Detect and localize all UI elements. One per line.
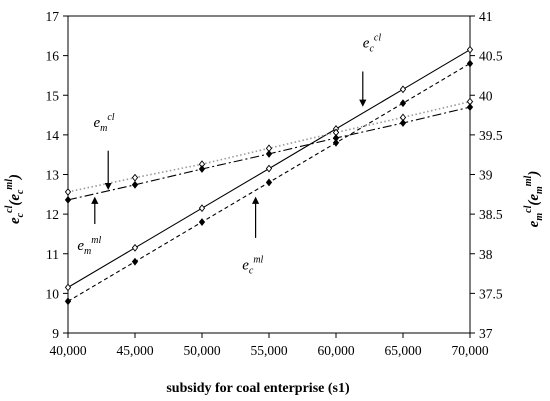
series-3-point xyxy=(64,188,72,196)
series-4-point xyxy=(332,134,340,142)
series-4-point xyxy=(399,119,407,127)
right-y-tick-label: 37.5 xyxy=(479,286,503,301)
series-2-point xyxy=(332,138,340,147)
left-y-axis-ticks: 9 10 11 12 13 14 15 16 17 xyxy=(46,9,68,341)
x-tick-label: 50,000 xyxy=(183,343,220,358)
annotation-label-1: eccl xyxy=(363,33,382,55)
right-y-tick-label: 39.5 xyxy=(479,128,503,143)
x-axis-label: subsidy for coal enterprise (s1) xyxy=(166,381,350,396)
left-y-tick-label: 11 xyxy=(46,247,59,262)
left-y-tick-label: 13 xyxy=(46,168,60,183)
series-layer xyxy=(64,45,474,306)
series-1-point xyxy=(198,204,206,213)
series-4-point xyxy=(64,195,72,204)
series-2-point xyxy=(399,99,407,108)
series-1-point xyxy=(265,164,273,173)
series-1-point xyxy=(131,243,139,252)
right-y-tick-label: 38.5 xyxy=(479,207,503,222)
x-tick-label: 65,000 xyxy=(384,343,421,358)
x-axis-ticks: 40,000 45,000 50,000 55,000 60,000 65,000 70,0… xyxy=(49,333,489,358)
series-3-point xyxy=(131,173,139,182)
series-4-point xyxy=(198,165,206,173)
right-y-tick-label: 41 xyxy=(479,9,493,24)
x-tick-label: 45,000 xyxy=(116,343,153,358)
series-2-point xyxy=(131,257,139,266)
right-y-axis-label: emcl(emml) xyxy=(523,171,545,228)
right-y-tick-label: 40.5 xyxy=(479,49,503,64)
series-4-point xyxy=(265,149,273,158)
left-y-tick-label: 10 xyxy=(46,286,60,301)
left-y-axis-label: eccl(ecml) xyxy=(4,174,26,224)
x-tick-label: 40,000 xyxy=(49,343,86,358)
series-2-point xyxy=(64,297,72,306)
annotation-layer: eccl emcl emml ecml xyxy=(77,33,381,277)
series-2-point xyxy=(466,59,474,68)
left-y-tick-label: 12 xyxy=(46,207,60,222)
series-2-point xyxy=(265,178,273,187)
x-tick-label: 70,000 xyxy=(451,343,488,358)
series-2-point xyxy=(198,218,206,226)
right-y-tick-label: 40 xyxy=(479,88,493,103)
x-tick-label: 60,000 xyxy=(317,343,354,358)
left-y-tick-label: 16 xyxy=(46,49,60,64)
annotation-label-3: emml xyxy=(77,235,101,257)
right-y-axis-ticks: 37 37.5 38 38.5 39 39.5 40 40.5 41 xyxy=(470,9,503,341)
x-tick-label: 55,000 xyxy=(250,343,287,358)
left-y-tick-label: 15 xyxy=(46,88,60,103)
series-1-point xyxy=(466,45,474,54)
right-y-tick-label: 38 xyxy=(479,247,493,262)
left-y-tick-label: 14 xyxy=(46,128,60,143)
annotation-label-2: emcl xyxy=(93,112,114,134)
right-y-tick-label: 39 xyxy=(479,168,493,183)
annotation-label-4: ecml xyxy=(242,255,263,277)
series-4-point xyxy=(466,103,474,112)
right-y-tick-label: 37 xyxy=(479,326,493,341)
series-1-point xyxy=(399,85,407,94)
series-1-point xyxy=(64,283,72,292)
series-4-point xyxy=(131,180,139,189)
left-y-tick-label: 17 xyxy=(46,9,60,24)
left-y-tick-label: 9 xyxy=(52,326,59,341)
